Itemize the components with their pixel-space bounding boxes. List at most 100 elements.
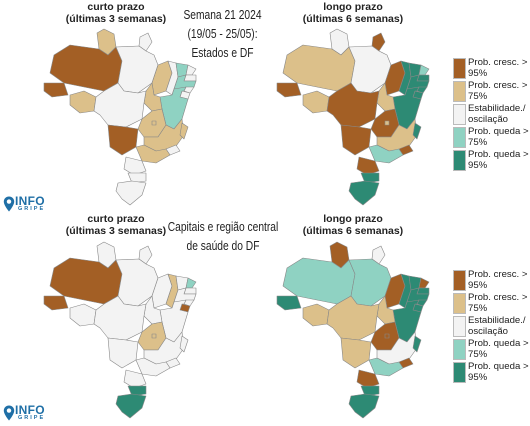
state-rs bbox=[348, 393, 380, 419]
legend-swatch-cresc95 bbox=[453, 270, 466, 291]
state-ap bbox=[371, 245, 386, 265]
legend-swatch-cresc95 bbox=[453, 58, 466, 79]
top-center-title-line2: (19/05 - 25/05): bbox=[187, 27, 258, 41]
legend-item-queda95: Prob. queda > 95% bbox=[453, 149, 530, 173]
legend-item-estab: Estabilidade./ oscilação bbox=[453, 103, 530, 127]
map-top-long bbox=[276, 28, 430, 206]
state-rn bbox=[418, 277, 430, 289]
state-sc bbox=[127, 172, 147, 184]
logo-text: INFO bbox=[15, 194, 45, 208]
state-ap bbox=[371, 32, 386, 52]
top-center-title: Semana 21 2024 (19/05 - 25/05): Estados … bbox=[167, 6, 278, 63]
top-short-title-line2: (últimas 3 semanas) bbox=[65, 13, 167, 25]
legend-swatch-cresc75 bbox=[453, 81, 466, 102]
state-sp bbox=[368, 357, 404, 377]
bottom-long-title-line2: (últimas 6 semanas) bbox=[302, 225, 404, 237]
legend-item-cresc95: Prob. cresc. > 95% bbox=[453, 57, 530, 81]
top-long-title: longo prazo (últimas 6 semanas) bbox=[283, 1, 423, 25]
state-ac bbox=[43, 82, 69, 98]
bottom-short-title-line2: (últimas 3 semanas) bbox=[65, 225, 167, 237]
state-ap bbox=[138, 32, 153, 52]
logo-subtext: GRIPE bbox=[18, 415, 46, 421]
legend-swatch-queda75 bbox=[453, 339, 466, 360]
legend-label-estab: Estabilidade./ oscilação bbox=[468, 315, 526, 337]
state-sc bbox=[360, 385, 380, 397]
state-sc bbox=[360, 172, 380, 184]
bottom-center-title: Capitais e região central de saúde do DF bbox=[162, 218, 285, 256]
bottom-short-title: curto prazo (últimas 3 semanas) bbox=[46, 213, 186, 237]
state-ms bbox=[340, 124, 372, 156]
legend-swatch-queda95 bbox=[453, 150, 466, 171]
state-es bbox=[412, 122, 422, 140]
legend-top: Prob. cresc. > 95% Prob. cresc. > 75% Es… bbox=[453, 57, 530, 173]
state-ms bbox=[340, 337, 372, 369]
infogripe-logo-bottom: INFO GRIPE bbox=[3, 403, 63, 426]
legend-label-queda75: Prob. queda > 75% bbox=[468, 126, 529, 148]
legend-bottom: Prob. cresc. > 95% Prob. cresc. > 75% Es… bbox=[453, 269, 530, 385]
top-center-title-line1: Semana 21 2024 bbox=[183, 8, 262, 22]
state-ro bbox=[302, 303, 330, 327]
legend-swatch-estab bbox=[453, 316, 466, 337]
bottom-short-title-line1: curto prazo bbox=[87, 213, 145, 225]
state-rn bbox=[185, 277, 197, 289]
state-ro bbox=[69, 90, 97, 114]
map-bottom-long bbox=[276, 241, 430, 419]
top-long-title-line2: (últimas 6 semanas) bbox=[302, 13, 404, 25]
infogripe-logo-top: INFO GRIPE bbox=[3, 194, 63, 217]
state-rn bbox=[185, 64, 197, 76]
legend-item-cresc75: Prob. cresc. > 75% bbox=[453, 292, 530, 316]
state-sc bbox=[127, 385, 147, 397]
state-rs bbox=[115, 180, 147, 206]
state-df bbox=[151, 333, 157, 339]
bottom-long-title-line1: longo prazo bbox=[323, 213, 383, 225]
state-rn bbox=[418, 64, 430, 76]
state-es bbox=[412, 335, 422, 353]
legend-label-cresc95: Prob. cresc. > 95% bbox=[468, 269, 528, 291]
state-df bbox=[151, 120, 157, 126]
top-long-title-line1: longo prazo bbox=[323, 1, 383, 13]
top-center-title-line3: Estados e DF bbox=[191, 46, 254, 60]
state-ac bbox=[276, 295, 302, 311]
legend-label-queda95: Prob. queda > 95% bbox=[468, 149, 529, 171]
logo-text: INFO bbox=[15, 403, 45, 417]
legend-label-queda95: Prob. queda > 95% bbox=[468, 361, 529, 383]
top-short-title: curto prazo (últimas 3 semanas) bbox=[46, 1, 186, 25]
state-sp bbox=[135, 144, 171, 164]
top-short-title-line1: curto prazo bbox=[87, 1, 145, 13]
state-mt bbox=[93, 295, 147, 341]
state-sp bbox=[368, 144, 404, 164]
legend-item-queda75: Prob. queda > 75% bbox=[453, 338, 530, 362]
bottom-center-title-line1: Capitais e região central bbox=[167, 220, 279, 234]
map-top-short bbox=[43, 28, 197, 206]
legend-item-cresc95: Prob. cresc. > 95% bbox=[453, 269, 530, 293]
state-sp bbox=[135, 357, 171, 377]
state-ap bbox=[138, 245, 153, 265]
legend-item-queda95: Prob. queda > 95% bbox=[453, 361, 530, 385]
map-bottom-short bbox=[43, 241, 197, 419]
location-pin-icon bbox=[3, 196, 15, 212]
state-ro bbox=[302, 90, 330, 114]
legend-item-estab: Estabilidade./ oscilação bbox=[453, 315, 530, 339]
legend-label-estab: Estabilidade./ oscilação bbox=[468, 103, 526, 125]
state-ro bbox=[69, 303, 97, 327]
state-df bbox=[384, 120, 390, 126]
state-mt bbox=[93, 82, 147, 128]
logo-subtext: GRIPE bbox=[18, 206, 46, 212]
bottom-center-title-line2: de saúde do DF bbox=[186, 239, 260, 253]
state-ms bbox=[107, 124, 139, 156]
location-pin-icon bbox=[3, 405, 15, 421]
legend-label-queda75: Prob. queda > 75% bbox=[468, 338, 529, 360]
legend-swatch-queda95 bbox=[453, 362, 466, 383]
state-rs bbox=[115, 393, 147, 419]
state-es bbox=[179, 122, 189, 140]
state-ac bbox=[43, 295, 69, 311]
state-mt bbox=[326, 295, 380, 341]
state-ac bbox=[276, 82, 302, 98]
legend-item-queda75: Prob. queda > 75% bbox=[453, 126, 530, 150]
bottom-long-title: longo prazo (últimas 6 semanas) bbox=[283, 213, 423, 237]
legend-item-cresc75: Prob. cresc. > 75% bbox=[453, 80, 530, 104]
state-mt bbox=[326, 82, 380, 128]
legend-swatch-estab bbox=[453, 104, 466, 125]
legend-label-cresc75: Prob. cresc. > 75% bbox=[468, 80, 528, 102]
state-ms bbox=[107, 337, 139, 369]
